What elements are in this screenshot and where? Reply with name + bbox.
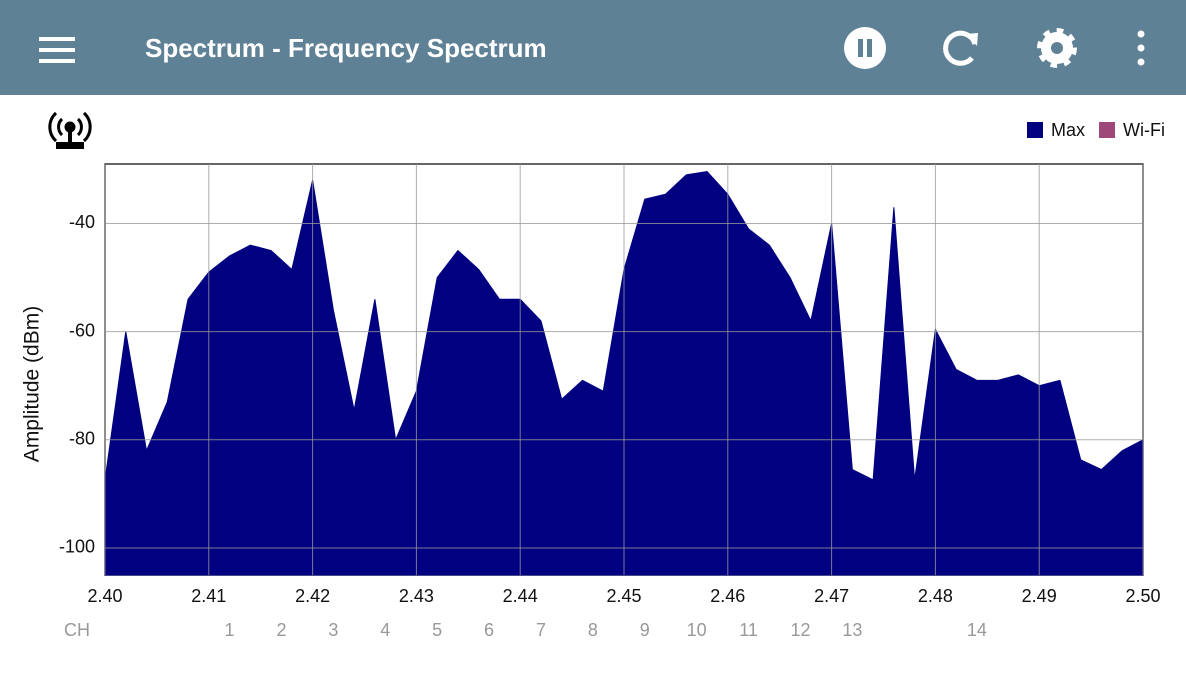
channel-label: 10	[687, 620, 707, 640]
x-tick-label: 2.48	[918, 586, 953, 606]
channel-label: 12	[790, 620, 810, 640]
y-axis-label: Amplitude (dBm)	[21, 306, 44, 462]
x-tick-label: 2.49	[1022, 586, 1057, 606]
x-tick-label: 2.44	[503, 586, 538, 606]
x-tick-label: 2.47	[814, 586, 849, 606]
channel-label: 7	[536, 620, 546, 640]
channel-label: 8	[588, 620, 598, 640]
y-tick-label: -40	[69, 212, 95, 232]
legend-swatch	[1099, 122, 1116, 138]
x-tick-label: 2.41	[191, 586, 226, 606]
app-title: Spectrum - Frequency Spectrum	[145, 33, 547, 63]
channel-header: CH	[64, 620, 90, 640]
channel-label: 4	[380, 620, 390, 640]
channel-label: 6	[484, 620, 494, 640]
channel-label: 14	[967, 620, 987, 640]
settings-button[interactable]	[1037, 28, 1077, 68]
x-tick-label: 2.46	[710, 586, 745, 606]
refresh-button[interactable]	[943, 30, 978, 66]
x-tick-label: 2.43	[399, 586, 434, 606]
y-tick-label: -60	[69, 320, 95, 340]
antenna-icon	[48, 111, 92, 149]
x-tick-label: 2.42	[295, 586, 330, 606]
channel-label: 2	[276, 620, 286, 640]
channel-label: 5	[432, 620, 442, 640]
x-tick-label: 2.50	[1125, 586, 1160, 606]
channel-label: 9	[640, 620, 650, 640]
channel-label: 3	[328, 620, 338, 640]
overflow-button[interactable]	[1137, 30, 1145, 66]
legend-label: Max	[1051, 120, 1085, 140]
channel-label: 11	[739, 620, 758, 640]
menu-button[interactable]	[39, 37, 75, 63]
plot	[104, 164, 1144, 576]
legend-swatch	[1027, 122, 1043, 138]
x-tick-label: 2.40	[87, 586, 122, 606]
pause-button[interactable]	[844, 27, 886, 69]
y-tick-label: -80	[69, 429, 95, 449]
app-bar	[0, 0, 1186, 95]
channel-label: 1	[225, 620, 235, 640]
legend-label: Wi-Fi	[1123, 120, 1165, 140]
channel-label: 13	[842, 620, 862, 640]
y-tick-label: -100	[59, 537, 95, 557]
x-tick-label: 2.45	[606, 586, 641, 606]
